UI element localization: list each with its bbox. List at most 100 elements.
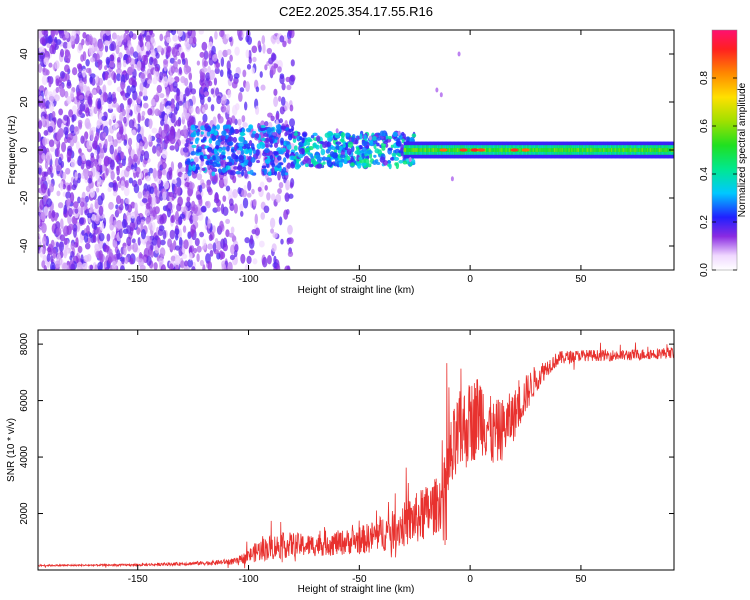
spectrogram-cell: [159, 71, 164, 81]
spectrogram-cell: [277, 66, 282, 73]
spectrogram-cell: [175, 264, 179, 270]
spectrogram-cell: [403, 148, 406, 152]
spectrogram-cell: [101, 164, 105, 173]
spectrogram-cell: [181, 58, 186, 66]
spectrogram-cell: [201, 205, 207, 213]
spectrogram-cell: [238, 92, 243, 103]
spectrogram-cell: [278, 181, 284, 189]
spectrogram-cell: [110, 54, 115, 61]
spectrogram-cell: [116, 195, 122, 205]
spectrogram-cell: [226, 60, 231, 71]
spectrogram-cell: [50, 255, 54, 263]
spectrogram-cell: [206, 131, 211, 137]
spectrogram-cell: [208, 80, 213, 87]
spectrogram-cell: [155, 52, 160, 59]
spectrogram-cell: [181, 247, 186, 253]
spectrogram-cell: [392, 131, 398, 137]
spectrogram-cell: [585, 148, 589, 152]
spectrogram-cell: [435, 87, 439, 93]
spectrogram-cell: [306, 138, 313, 143]
spectrogram-cell: [55, 165, 62, 172]
spectrogram-cell: [251, 67, 255, 75]
spectrogram-cell: [263, 168, 268, 175]
spectrogram-cell: [221, 263, 227, 270]
spectrogram-cell: [162, 169, 167, 176]
spectrogram-cell: [624, 148, 627, 152]
spectrogram-cell: [79, 201, 85, 208]
spectrogram-cell: [239, 131, 245, 137]
spectrogram-cell: [638, 148, 642, 152]
spectrogram-cell: [56, 147, 60, 158]
spectrogram-cell: [161, 148, 168, 159]
spectrogram-cell: [287, 133, 293, 141]
spectrogram-cell: [244, 237, 250, 244]
snr-axes: -150 -100 -50 0 50 2000 4000 6000 8000: [19, 330, 674, 585]
spectrogram-cell: [257, 186, 262, 192]
spectrogram-cell: [85, 160, 92, 170]
spectrogram-cell: [70, 90, 74, 100]
spectrogram-cell: [59, 48, 65, 58]
spectrogram-cell: [103, 244, 110, 253]
spectrogram-cell: [273, 88, 278, 96]
spectrogram-cell: [203, 60, 209, 67]
spectrogram-cell: [126, 104, 131, 114]
spectrogram-cell: [138, 258, 145, 267]
spectrogram-cell: [427, 148, 430, 152]
spectrogram-cell: [215, 139, 221, 147]
spectrogram-cell: [249, 169, 254, 176]
spectrogram-cell: [101, 115, 108, 121]
spectrogram-cell: [65, 73, 70, 82]
spectrogram-cell: [281, 82, 286, 91]
spectrogram-cell: [535, 148, 538, 152]
spectrogram-cell: [75, 237, 79, 248]
spectrogram-cell: [335, 145, 341, 151]
spectrogram-cell: [179, 91, 184, 101]
spectrogram-cell: [86, 140, 92, 150]
spectrogram-cell: [248, 124, 254, 130]
spectrogram-cell: [115, 39, 122, 47]
spectrogram-cell: [76, 63, 83, 70]
spectrogram-cell: [255, 86, 260, 93]
spectrogram-cell: [208, 57, 214, 66]
spectrogram-cell: [95, 75, 99, 84]
spectrogram-cell: [636, 148, 639, 152]
spectrogram-cell: [252, 56, 257, 63]
spectrogram-cell: [613, 148, 616, 152]
spectrogram-cell: [447, 148, 450, 152]
spectrogram-cell: [279, 106, 285, 115]
spectrogram-cell: [632, 148, 635, 152]
spectrogram-cell: [93, 149, 98, 156]
spectrogram-cell: [198, 184, 203, 193]
spectrogram-cell: [261, 35, 266, 45]
spectrogram-cell: [196, 173, 203, 181]
spectrogram-cell: [230, 170, 236, 176]
spectrogram-cell: [136, 44, 141, 53]
spectrogram-cell: [213, 249, 219, 255]
spectrogram-cell: [360, 162, 367, 167]
spectrogram-cell: [185, 137, 192, 145]
spectrogram-cell: [315, 144, 320, 150]
spectrogram-cell: [56, 130, 62, 141]
spectrogram-cell: [119, 126, 124, 134]
spectrogram-cell: [201, 41, 208, 51]
spectrogram-cell: [298, 154, 304, 159]
spectrogram-cell: [137, 112, 141, 124]
spectrogram-cell: [78, 94, 84, 101]
spectrogram-cell: [609, 148, 612, 152]
spectrogram-cell: [135, 167, 141, 175]
spectrogram-cell: [63, 249, 68, 259]
spectrogram-cell: [411, 159, 416, 165]
spectrogram-cell: [121, 257, 125, 265]
spectrogram-cell: [54, 260, 61, 268]
spectrogram-cell: [199, 51, 205, 58]
spectrogram-cell: [206, 126, 212, 133]
spectrogram-cell: [432, 148, 436, 152]
spectrogram-cell: [194, 137, 199, 145]
spectrogram-cell: [124, 30, 130, 34]
spectrogram-cell: [141, 110, 146, 117]
spectrogram-cell: [151, 52, 156, 59]
spectrogram-cell: [149, 186, 155, 195]
spectrogram-cell: [130, 64, 135, 73]
spectrogram-cell: [232, 175, 237, 184]
spectrogram-cell: [568, 148, 571, 152]
